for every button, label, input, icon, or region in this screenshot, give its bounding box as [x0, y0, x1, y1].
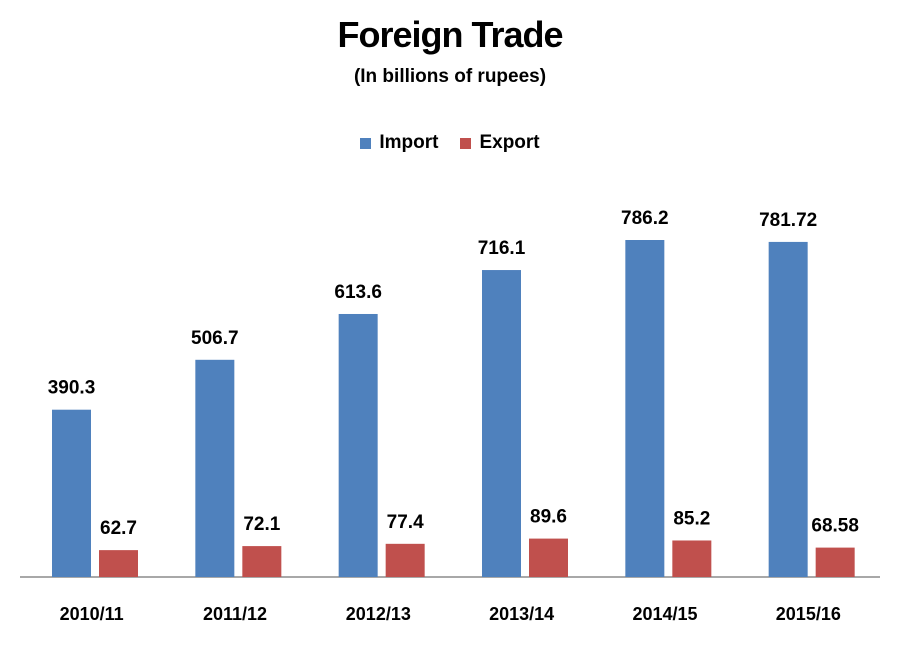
chart-subtitle: (In billions of rupees): [353, 66, 547, 87]
data-label-export-3: 89.6: [530, 507, 567, 528]
bar-export-3: [529, 538, 568, 577]
data-label-export-5: 68.58: [811, 516, 859, 537]
bar-export-0: [99, 550, 138, 577]
bar-import-3: [482, 270, 521, 577]
data-label-export-4: 85.2: [673, 508, 710, 529]
bar-export-4: [672, 540, 712, 577]
bar-import-5: [768, 241, 808, 577]
x-tick-label-2: 2012/13: [346, 604, 411, 624]
x-tick-label-4: 2014/15: [632, 604, 697, 624]
data-label-import-2: 613.6: [334, 282, 382, 303]
bar-export-5: [815, 547, 855, 577]
data-label-import-3: 716.1: [478, 238, 526, 259]
legend-swatch-import: [360, 137, 372, 149]
bar-import-2: [338, 313, 378, 577]
data-label-export-1: 72.1: [243, 514, 280, 535]
x-tick-label-3: 2013/14: [489, 604, 554, 624]
data-label-export-2: 77.4: [387, 512, 424, 533]
data-label-import-0: 390.3: [48, 378, 96, 399]
bar-export-2: [385, 543, 425, 577]
bar-export-1: [242, 546, 282, 577]
data-label-export-0: 62.7: [100, 518, 137, 539]
legend-item-import: Import: [360, 132, 438, 154]
data-label-import-5: 781.72: [759, 210, 817, 231]
bar-import-1: [195, 359, 235, 577]
legend-label-import: Import: [379, 132, 439, 153]
bar-import-4: [625, 240, 665, 577]
data-label-import-4: 786.2: [621, 208, 669, 229]
legend-label-export: Export: [479, 132, 540, 153]
legend-swatch-export: [460, 137, 472, 149]
chart-title: Foreign Trade: [337, 14, 563, 55]
x-tick-label-0: 2010/11: [60, 604, 124, 624]
bar-import-0: [52, 409, 91, 577]
x-tick-label-1: 2011/12: [203, 604, 267, 624]
data-label-import-1: 506.7: [191, 328, 239, 349]
legend: Import Export: [0, 132, 900, 154]
x-tick-label-5: 2015/16: [776, 604, 841, 624]
legend-item-export: Export: [460, 132, 540, 154]
